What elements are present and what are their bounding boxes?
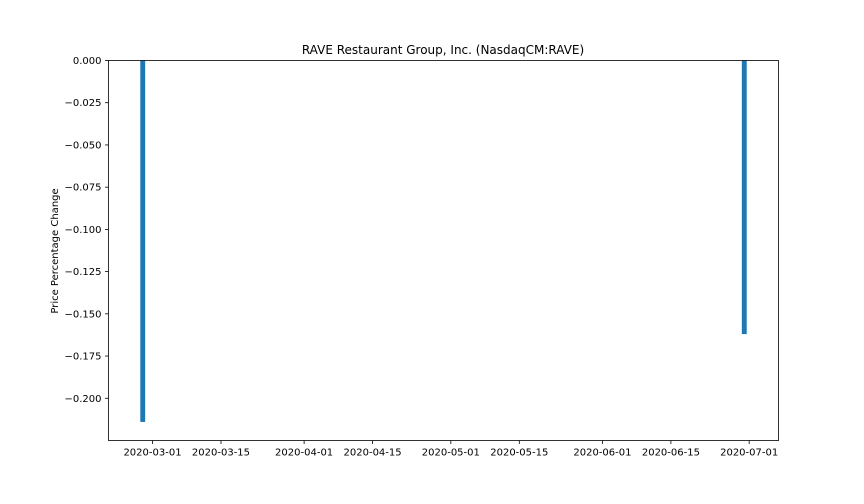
y-axis-ticks: 0.000 −0.025 −0.050 −0.075 −0.100 −0.125 −0.15… <box>64 56 109 405</box>
y-tick-label: −0.175 <box>64 352 101 363</box>
bars-group <box>140 60 747 422</box>
x-tick-label: 2020-04-01 <box>275 448 333 459</box>
x-tick-label: 2020-03-01 <box>123 448 181 459</box>
y-tick-label: −0.200 <box>64 394 101 405</box>
bar <box>140 60 146 422</box>
chart-title: RAVE Restaurant Group, Inc. (NasdaqCM:RA… <box>302 43 584 57</box>
y-tick-label: −0.050 <box>64 140 101 151</box>
y-tick-label: −0.075 <box>64 183 101 194</box>
y-tick-label: −0.100 <box>64 225 101 236</box>
plot-area-frame <box>108 60 779 441</box>
x-tick-label: 2020-07-01 <box>720 448 778 459</box>
y-tick-label: −0.150 <box>64 309 101 320</box>
y-tick-label: −0.025 <box>64 98 101 109</box>
x-tick-label: 2020-05-01 <box>422 448 480 459</box>
x-axis-ticks: 2020-03-01 2020-03-15 2020-04-01 2020-04-15… <box>123 440 778 459</box>
bar <box>741 60 747 335</box>
x-tick-label: 2020-03-15 <box>192 448 250 459</box>
x-tick-label: 2020-06-15 <box>642 448 700 459</box>
y-axis-label: Price Percentage Change <box>50 188 61 313</box>
x-tick-label: 2020-05-15 <box>490 448 548 459</box>
x-tick-label: 2020-04-15 <box>344 448 402 459</box>
y-tick-label: 0.000 <box>73 56 102 67</box>
y-tick-label: −0.125 <box>64 267 101 278</box>
x-tick-label: 2020-06-01 <box>573 448 631 459</box>
